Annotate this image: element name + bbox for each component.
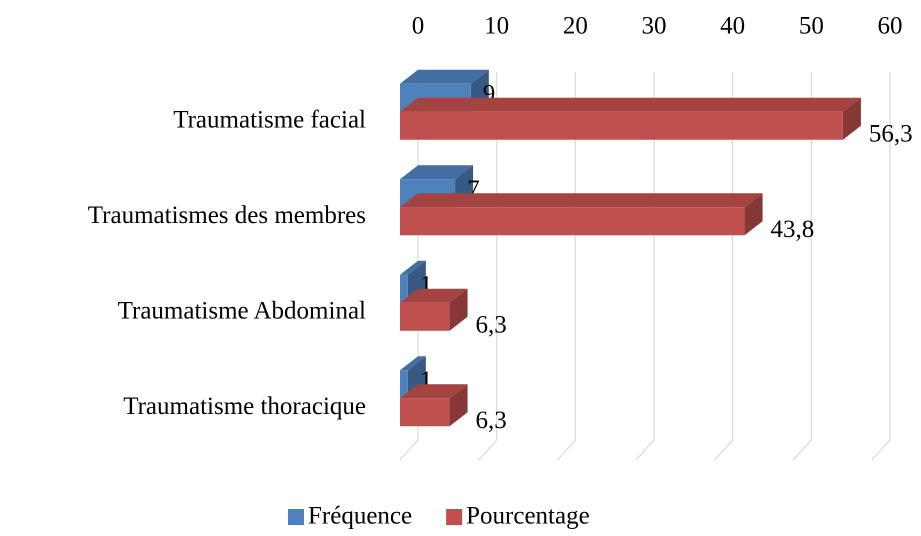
bar bbox=[400, 97, 861, 140]
bar-side bbox=[842, 97, 861, 140]
data-label: 43,8 bbox=[771, 216, 815, 243]
bar-front bbox=[400, 302, 450, 331]
bar-top bbox=[400, 165, 474, 180]
bar-side bbox=[449, 384, 468, 427]
bar-top bbox=[400, 260, 426, 275]
legend-swatch bbox=[288, 509, 304, 525]
x-tick-label: 30 bbox=[642, 13, 667, 40]
bar-top bbox=[400, 288, 468, 303]
x-tick-label: 50 bbox=[799, 13, 824, 40]
legend-label: Fréquence bbox=[308, 503, 412, 530]
grid-line bbox=[792, 72, 812, 461]
bar-side bbox=[449, 288, 468, 331]
bar-top bbox=[400, 69, 489, 84]
bar bbox=[400, 384, 468, 427]
bar-side bbox=[744, 193, 763, 236]
y-tick-label: Traumatisme Abdominal bbox=[118, 297, 366, 324]
bar-top bbox=[400, 97, 861, 112]
data-label: 6,3 bbox=[476, 311, 507, 338]
bar bbox=[400, 193, 763, 236]
data-label: 6,3 bbox=[476, 407, 507, 434]
data-label: 56,3 bbox=[869, 120, 913, 147]
x-tick-label: 20 bbox=[563, 13, 588, 40]
grid-line bbox=[871, 72, 891, 461]
bar bbox=[400, 288, 468, 331]
x-tick-label: 10 bbox=[484, 13, 509, 40]
x-tick-label: 40 bbox=[720, 13, 745, 40]
bar-top bbox=[400, 384, 468, 399]
bar-front bbox=[400, 398, 450, 427]
legend-label: Pourcentage bbox=[466, 503, 590, 530]
x-tick-label: 0 bbox=[412, 13, 425, 40]
bar-top bbox=[400, 193, 763, 208]
bar-front bbox=[400, 207, 745, 236]
y-tick-label: Traumatisme facial bbox=[173, 106, 366, 133]
bar-front bbox=[400, 370, 408, 399]
bar-top bbox=[400, 356, 426, 371]
legend-swatch bbox=[446, 509, 463, 525]
x-tick-label: 60 bbox=[878, 13, 903, 40]
y-tick-label: Traumatismes des membres bbox=[88, 202, 366, 229]
bar-front bbox=[400, 111, 843, 140]
bar-front bbox=[400, 274, 408, 303]
y-tick-label: Traumatisme thoracique bbox=[123, 393, 366, 420]
